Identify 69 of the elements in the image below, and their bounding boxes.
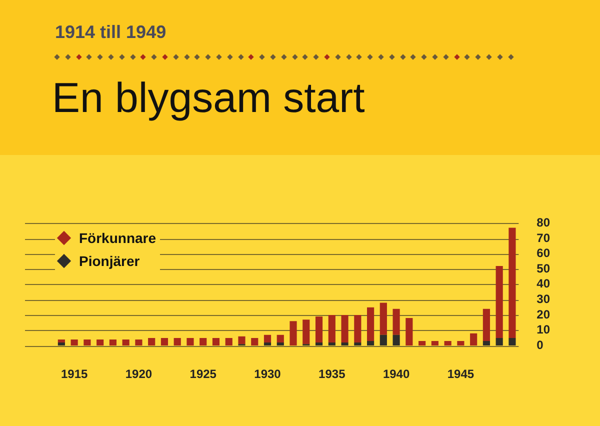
bar <box>508 228 516 338</box>
chart-title: En blygsam start <box>52 74 365 122</box>
bar <box>109 339 116 346</box>
bar <box>496 266 503 338</box>
bar <box>70 339 78 346</box>
bar <box>276 334 284 343</box>
bar <box>328 342 336 346</box>
bar <box>508 338 516 346</box>
bar <box>148 338 156 346</box>
y-tick-label: 60 <box>536 246 550 260</box>
x-tick-label: 1915 <box>60 367 88 382</box>
bar <box>341 315 348 343</box>
bar <box>174 338 181 346</box>
bar <box>186 338 194 346</box>
bar <box>444 341 452 346</box>
y-tick-label: 0 <box>536 338 544 352</box>
bar <box>315 342 323 346</box>
bar <box>367 341 374 346</box>
bar <box>200 338 207 346</box>
bar <box>290 321 297 346</box>
x-tick-label: 1930 <box>254 367 282 382</box>
bar <box>380 302 387 335</box>
bar <box>315 316 323 343</box>
bar <box>302 320 310 344</box>
legend-label: Pionjärer <box>78 252 141 271</box>
bar <box>496 338 503 346</box>
bar <box>276 342 284 346</box>
bar <box>341 342 348 346</box>
bar <box>457 341 464 346</box>
x-tick-label: 1925 <box>190 367 217 382</box>
bar <box>135 339 142 346</box>
bar <box>482 308 490 342</box>
x-tick-label: 1940 <box>382 367 410 382</box>
bar <box>380 334 387 346</box>
bar <box>392 334 400 346</box>
bar <box>160 338 168 346</box>
bar <box>58 339 65 343</box>
bar <box>238 336 246 344</box>
bar <box>367 307 374 342</box>
y-tick-label: 80 <box>536 216 550 230</box>
x-tick-label: 1935 <box>318 367 346 382</box>
bar <box>264 334 272 343</box>
bar <box>251 338 258 346</box>
y-tick-label: 20 <box>536 307 550 322</box>
bar <box>392 308 400 335</box>
chart-subtitle: 1914 till 1949 <box>55 22 166 43</box>
y-tick-label: 40 <box>536 276 550 291</box>
x-tick-label: 1920 <box>125 367 152 382</box>
bar <box>354 342 362 346</box>
x-tick-label: 1945 <box>447 367 474 382</box>
bar <box>406 318 413 346</box>
bar <box>225 338 232 346</box>
bar <box>122 339 130 346</box>
bar <box>212 338 220 346</box>
y-tick-label: 70 <box>536 230 550 245</box>
y-tick-label: 30 <box>536 292 550 306</box>
legend-label: Förkunnare <box>78 228 156 248</box>
y-tick-label: 10 <box>536 322 550 337</box>
bar <box>264 342 272 346</box>
bar <box>84 339 91 346</box>
bar <box>482 341 490 346</box>
bar <box>470 333 478 346</box>
bar <box>354 315 362 343</box>
bar <box>328 315 336 343</box>
y-tick-label: 50 <box>536 261 550 276</box>
bar <box>418 341 426 346</box>
bar <box>58 342 65 346</box>
bar <box>96 339 104 346</box>
bar <box>431 341 438 346</box>
